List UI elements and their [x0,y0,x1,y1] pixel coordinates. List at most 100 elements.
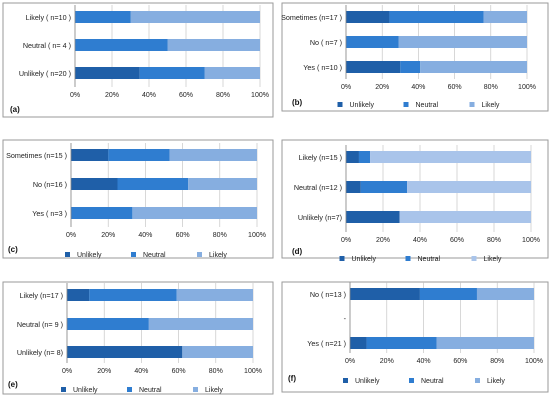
legend-entry: Likely [482,102,500,109]
panel-frame [281,281,549,393]
x-tick-label: 80% [216,92,230,99]
bar-segment-likely [167,39,260,51]
legend-swatch [339,256,345,261]
bar-segment-likely [476,288,534,300]
chart-panel-c: Sometimes (n=15 ) No (n=16 ) Yes ( n=3 ) 0%… [2,139,274,259]
legend-entry: Likely [205,387,223,394]
bar-segment-likely [483,11,527,23]
x-tick-label: 40% [134,368,148,375]
chart-panel-a: Likely ( n=10 ) Neutral ( n= 4 ) Unlikely … [2,2,274,118]
bar-segment-neutral [366,337,437,349]
x-tick-label: 60% [172,368,186,375]
panel-label: (d) [292,247,303,256]
bar-segment-neutral [67,318,149,330]
legend-entry: Neutral [421,378,444,385]
legend-swatch [405,256,411,261]
bar-segment-unlikely [75,67,140,79]
bar-segment-unlikely [71,178,118,190]
bar-segment-unlikely [71,149,109,161]
chart-panel-e: Likely (n=17 ) Neutral (n= 9 ) Unlikely (n… [2,281,274,395]
x-tick-label: 100% [525,358,543,365]
x-tick-label: 40% [411,84,425,91]
bar-segment-unlikely [346,211,400,223]
bar-segment-neutral [75,39,168,51]
bar-segment-likely [407,181,531,193]
legend-entry: Unlikely [77,252,102,259]
x-tick-label: 40% [417,358,431,365]
bar-segment-neutral [75,11,131,23]
bar-segment-unlikely [67,289,90,301]
panels-group: Likely ( n=10 ) Neutral ( n= 4 ) Unlikely … [2,2,549,395]
bar-segment-unlikely [346,181,361,193]
panel-frame [281,2,549,112]
x-tick-label: 20% [101,232,115,239]
legend-entry: Unlikely [352,256,377,263]
panel-label: (a) [10,105,20,114]
bar-segment-neutral [389,11,484,23]
x-tick-label: 0% [341,237,351,244]
y-tick-label: - [344,314,347,323]
y-tick-label: Sometimes (n=17 ) [281,13,342,22]
bar-segment-neutral [346,36,399,48]
legend-swatch [403,102,409,107]
legend-swatch [337,102,343,107]
x-tick-label: 80% [213,232,227,239]
x-tick-label: 100% [248,232,266,239]
legend-swatch [127,387,132,392]
x-tick-label: 20% [376,237,390,244]
y-tick-label: Neutral (n=12 ) [294,183,342,192]
bar-segment-unlikely [346,61,401,73]
bar-segment-neutral [400,61,421,73]
legend-swatch [343,378,348,383]
panel-frame [2,2,274,118]
legend-entry: Likely [484,256,502,263]
bar-segment-neutral [71,207,133,219]
x-tick-label: 0% [345,358,355,365]
y-tick-label: No (n=16 ) [33,180,67,189]
x-tick-label: 100% [522,237,540,244]
legend-entry: Likely [487,378,505,385]
panel-frame [2,139,274,259]
legend-swatch [61,387,66,392]
bar-segment-likely [182,346,253,358]
x-tick-label: 100% [251,92,269,99]
legend-swatch [475,378,480,383]
bar-segment-unlikely [346,151,359,163]
y-tick-label: Yes ( n=21 ) [307,339,346,348]
legend-swatch [131,252,136,257]
legend-swatch [197,252,202,257]
legend-swatch [65,252,70,257]
chart-panel-f: No ( n=13 ) - Yes ( n=21 ) 0% 20% 40% 60% 80% 10… [281,281,549,393]
x-tick-label: 20% [105,92,119,99]
chart-panel-d: Likely (n=15 ) Neutral (n=12 ) Unlikely (n… [281,139,549,263]
chart-panel-b: Sometimes (n=17 ) No ( n=7 ) Yes ( n=10 ) 0… [281,2,549,112]
legend-entry: Unlikely [73,387,98,394]
y-tick-label: Unlikely ( n=20 ) [19,69,71,78]
x-tick-label: 40% [142,92,156,99]
y-tick-label: Likely ( n=10 ) [26,13,71,22]
panel-label: (b) [292,98,303,107]
bar-segment-neutral [108,149,170,161]
y-tick-label: Unlikely (n= 8) [17,348,63,357]
panel-frame [2,281,274,395]
bar-segment-neutral [139,67,205,79]
bar-segment-unlikely [350,337,367,349]
x-tick-label: 40% [138,232,152,239]
y-tick-label: Likely (n=15 ) [299,153,342,162]
bar-segment-unlikely [350,288,420,300]
bar-segment-likely [176,289,253,301]
y-tick-label: No ( n=13 ) [310,290,346,299]
legend-swatch [471,256,477,261]
bar-segment-unlikely [346,11,390,23]
x-tick-label: 80% [484,84,498,91]
bar-segment-likely [130,11,260,23]
x-tick-label: 60% [450,237,464,244]
bar-segment-neutral [360,181,408,193]
y-tick-label: Neutral ( n= 4 ) [23,41,71,50]
x-tick-label: 80% [487,237,501,244]
legend-swatch [193,387,198,392]
bar-segment-likely [420,61,527,73]
legend-swatch [469,102,475,107]
legend-entry: Unlikely [355,378,380,385]
y-tick-label: No ( n=7 ) [310,38,342,47]
